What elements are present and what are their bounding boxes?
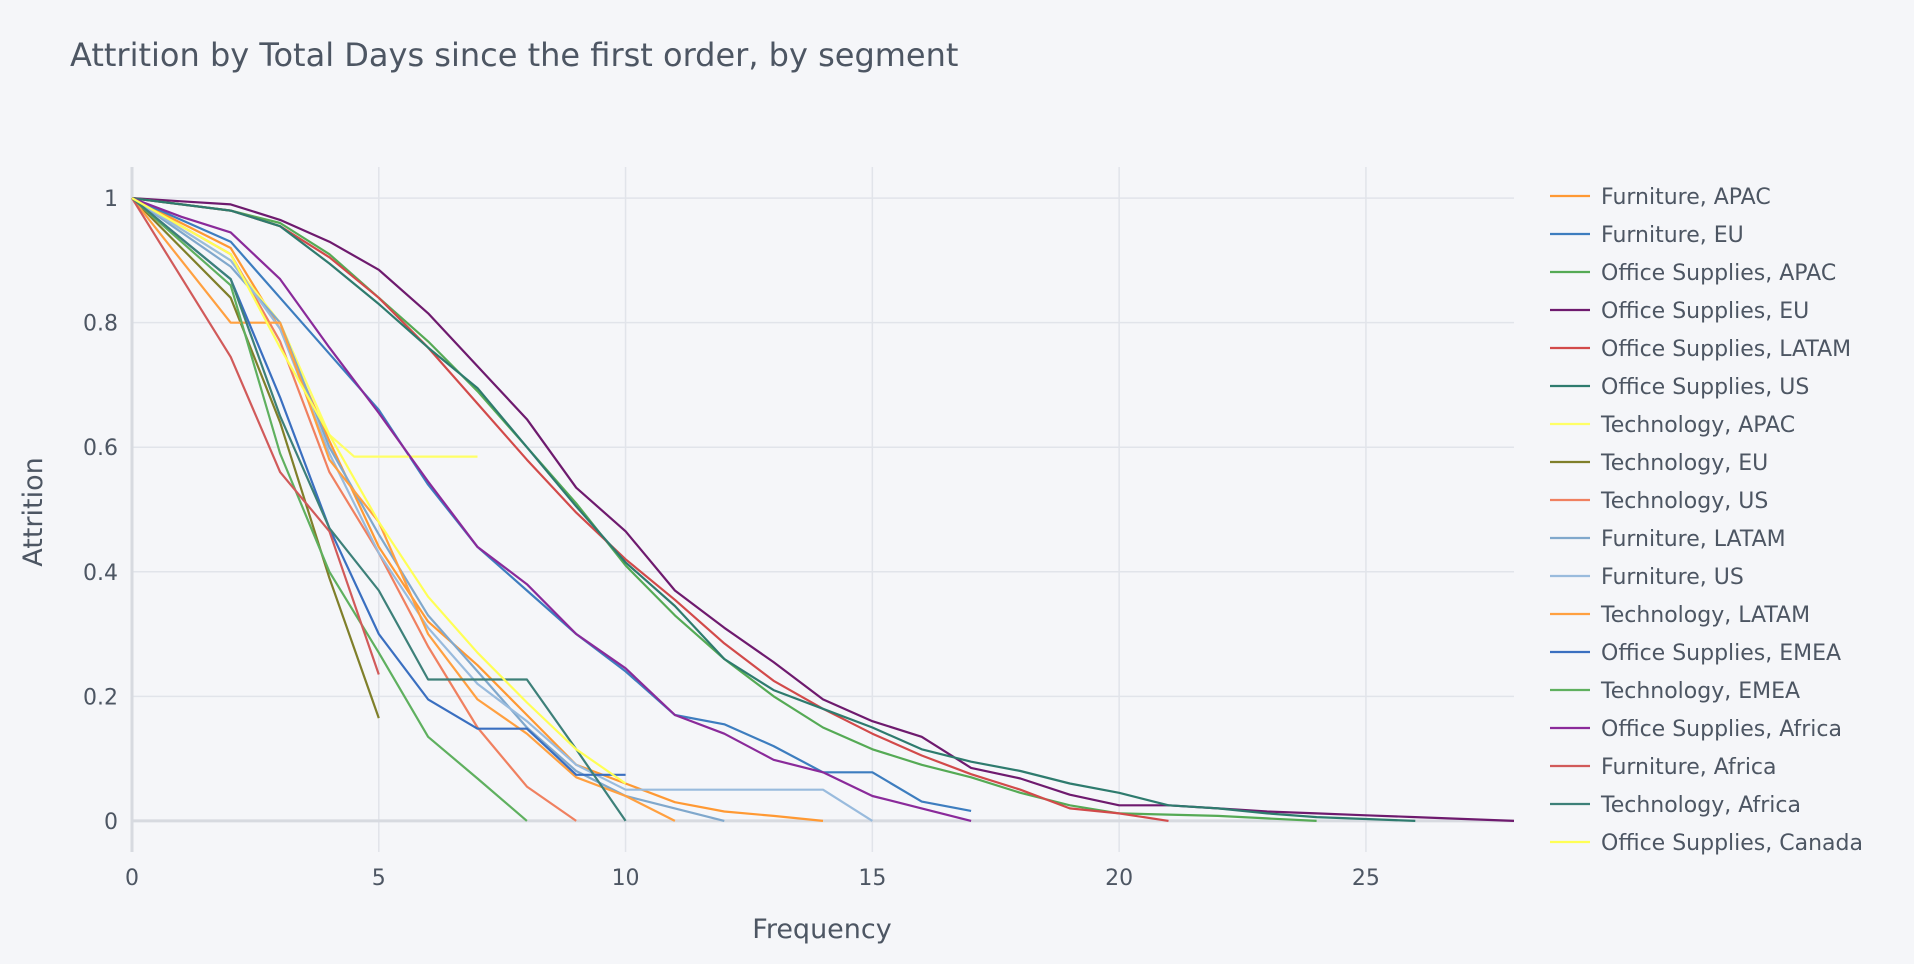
- legend-label: Technology, EMEA: [1600, 679, 1800, 704]
- series-line: [131, 197, 873, 822]
- gridlines: [132, 167, 1514, 852]
- series-line: [131, 197, 1416, 822]
- series-line: [131, 197, 972, 822]
- legend: Furniture, APAC Furniture, EU Office Suppl…: [1550, 185, 1863, 856]
- legend-label: Technology, LATAM: [1600, 603, 1810, 628]
- series-line: [131, 197, 528, 822]
- chart-title: Attrition by Total Days since the first …: [70, 36, 958, 74]
- x-tick-label: 20: [1105, 866, 1133, 891]
- legend-label: Office Supplies, Canada: [1601, 831, 1863, 856]
- series-line: [131, 197, 577, 822]
- y-axis-title: Attrition: [18, 457, 49, 567]
- legend-label: Office Supplies, EU: [1601, 299, 1809, 324]
- legend-label: Furniture, EU: [1601, 223, 1744, 248]
- legend-item[interactable]: Technology, EMEA: [1550, 679, 1800, 704]
- legend-item[interactable]: Furniture, LATAM: [1550, 527, 1786, 552]
- legend-item[interactable]: Furniture, Africa: [1550, 755, 1777, 780]
- legend-label: Technology, US: [1600, 489, 1768, 514]
- x-axis-title: Frequency: [752, 914, 892, 945]
- series-line: [131, 197, 1169, 822]
- legend-item[interactable]: Furniture, US: [1550, 565, 1744, 590]
- x-tick-label: 0: [125, 866, 139, 891]
- series-line: [131, 197, 380, 719]
- legend-label: Office Supplies, US: [1601, 375, 1809, 400]
- y-tick-label: 0: [104, 810, 118, 835]
- x-tick-label: 5: [372, 866, 386, 891]
- legend-label: Furniture, US: [1601, 565, 1744, 590]
- legend-item[interactable]: Office Supplies, EMEA: [1550, 641, 1841, 666]
- series-line: [131, 197, 626, 776]
- series-line: [131, 197, 1515, 822]
- legend-label: Office Supplies, EMEA: [1601, 641, 1841, 666]
- legend-item[interactable]: Office Supplies, EU: [1550, 299, 1809, 324]
- legend-label: Technology, APAC: [1600, 413, 1795, 438]
- legend-label: Office Supplies, LATAM: [1601, 337, 1851, 362]
- axes: 0 5 10 15 20 25 0 0.2 0.4 0.6 0.8 1: [83, 167, 1380, 891]
- legend-item[interactable]: Furniture, EU: [1550, 223, 1744, 248]
- y-tick-label: 1: [104, 187, 118, 212]
- legend-item[interactable]: Technology, APAC: [1550, 413, 1795, 438]
- series-lines: [131, 197, 1515, 822]
- legend-item[interactable]: Technology, LATAM: [1550, 603, 1810, 628]
- y-tick-label: 0.2: [83, 685, 118, 710]
- legend-item[interactable]: Office Supplies, LATAM: [1550, 337, 1851, 362]
- series-line: [131, 197, 1317, 822]
- legend-item[interactable]: Technology, US: [1550, 489, 1768, 514]
- legend-label: Furniture, Africa: [1601, 755, 1777, 780]
- x-tick-label: 25: [1352, 866, 1380, 891]
- legend-item[interactable]: Technology, EU: [1550, 451, 1768, 476]
- legend-label: Technology, EU: [1600, 451, 1768, 476]
- legend-label: Furniture, LATAM: [1601, 527, 1786, 552]
- x-tick-label: 15: [858, 866, 886, 891]
- y-tick-label: 0.6: [83, 436, 118, 461]
- x-tick-label: 10: [612, 866, 640, 891]
- series-line: [131, 197, 627, 822]
- legend-label: Office Supplies, APAC: [1601, 261, 1836, 286]
- legend-item[interactable]: Office Supplies, APAC: [1550, 261, 1836, 286]
- legend-item[interactable]: Office Supplies, Canada: [1550, 831, 1863, 856]
- series-line: [131, 197, 627, 785]
- series-line: [131, 197, 380, 675]
- y-tick-label: 0.8: [83, 312, 118, 337]
- legend-item[interactable]: Technology, Africa: [1550, 793, 1801, 818]
- series-line: [131, 197, 725, 822]
- legend-label: Furniture, APAC: [1601, 185, 1771, 210]
- legend-item[interactable]: Office Supplies, Africa: [1550, 717, 1842, 742]
- legend-item[interactable]: Furniture, APAC: [1550, 185, 1771, 210]
- series-line: [131, 197, 676, 822]
- legend-label: Technology, Africa: [1600, 793, 1801, 818]
- legend-item[interactable]: Office Supplies, US: [1550, 375, 1809, 400]
- y-tick-label: 0.4: [83, 561, 118, 586]
- legend-label: Office Supplies, Africa: [1601, 717, 1842, 742]
